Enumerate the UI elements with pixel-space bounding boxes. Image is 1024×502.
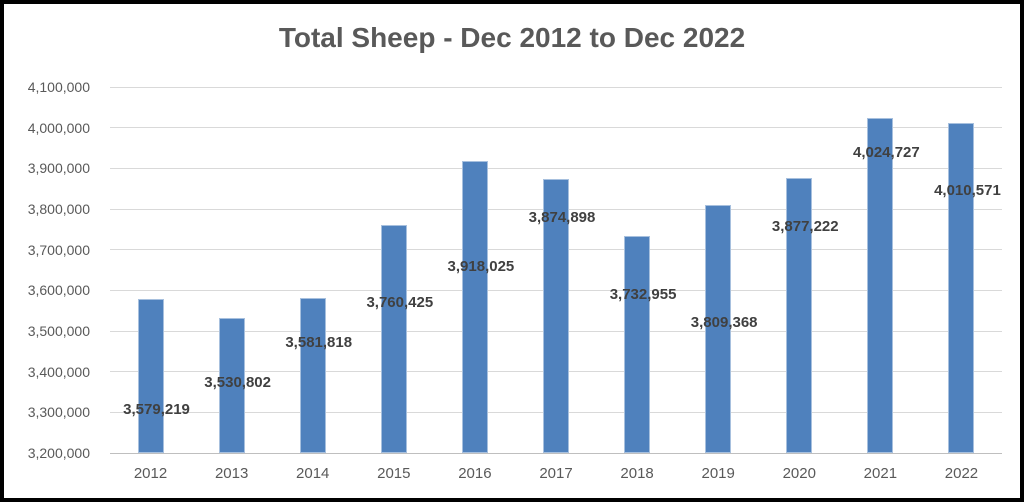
x-axis-tick-label: 2017 bbox=[539, 465, 573, 482]
data-label-2021: 4,024,727 bbox=[852, 143, 920, 161]
y-axis-tick-label: 3,700,000 bbox=[27, 241, 90, 258]
x-axis-tick-label: 2019 bbox=[701, 465, 735, 482]
data-label-2020: 3,877,222 bbox=[771, 217, 839, 235]
plot-area: 3,200,000 3,300,000 3,400,000 3,500,000 3,60… bbox=[4, 4, 1020, 498]
x-axis-tick-label: 2013 bbox=[214, 465, 249, 482]
bar-2020 bbox=[786, 177, 813, 453]
y-axis-tick-label: 3,900,000 bbox=[27, 160, 90, 177]
data-label-2016: 3,918,025 bbox=[447, 258, 515, 275]
x-axis-tick-label: 2015 bbox=[377, 465, 411, 482]
y-axis-tick-label: 3,300,000 bbox=[27, 404, 90, 421]
x-axis-line bbox=[110, 452, 1002, 454]
gridline bbox=[110, 127, 1002, 129]
gridline bbox=[110, 167, 1002, 169]
data-label-2015: 3,760,425 bbox=[366, 294, 434, 312]
bar-2015 bbox=[380, 225, 407, 453]
chart-title: Total Sheep - Dec 2012 to Dec 2022 bbox=[278, 22, 746, 53]
bar-2014 bbox=[299, 297, 326, 453]
bar-2021 bbox=[867, 117, 894, 453]
data-label-2022: 4,010,571 bbox=[934, 182, 1001, 200]
y-axis-tick-label: 3,500,000 bbox=[27, 323, 90, 339]
data-label-2018: 3,732,955 bbox=[609, 286, 677, 304]
data-label-2014: 3,581,818 bbox=[285, 333, 353, 351]
x-axis-tick-label: 2016 bbox=[458, 465, 492, 482]
data-label-2012: 3,579,219 bbox=[123, 400, 190, 418]
bar-2016 bbox=[461, 161, 488, 453]
bar-2022 bbox=[948, 123, 975, 453]
x-axis-tick-label: 2022 bbox=[944, 465, 979, 482]
bar-2013 bbox=[218, 318, 245, 453]
x-axis-tick-label: 2014 bbox=[296, 465, 330, 482]
bar-2017 bbox=[543, 178, 569, 453]
data-label-2013: 3,530,802 bbox=[204, 374, 271, 392]
data-label-2017: 3,874,898 bbox=[528, 208, 596, 226]
bar-2012 bbox=[137, 298, 164, 453]
gridline bbox=[110, 86, 1002, 88]
x-axis-tick-label: 2020 bbox=[782, 465, 816, 482]
x-axis-tick-label: 2021 bbox=[863, 465, 898, 482]
x-axis-tick-label: 2018 bbox=[620, 465, 654, 482]
y-axis-tick-label: 4,000,000 bbox=[27, 119, 90, 136]
y-axis-tick-label: 3,600,000 bbox=[27, 282, 90, 299]
bar-2019 bbox=[705, 205, 732, 453]
y-axis-tick-label: 3,200,000 bbox=[27, 445, 90, 461]
y-axis-tick-label: 3,800,000 bbox=[27, 201, 90, 217]
data-label-2019: 3,809,368 bbox=[690, 314, 758, 332]
y-axis-tick-label: 3,400,000 bbox=[27, 363, 90, 380]
y-axis-tick-label: 4,100,000 bbox=[27, 79, 90, 95]
bar-2018 bbox=[624, 236, 651, 453]
x-axis-tick-label: 2012 bbox=[133, 465, 168, 482]
